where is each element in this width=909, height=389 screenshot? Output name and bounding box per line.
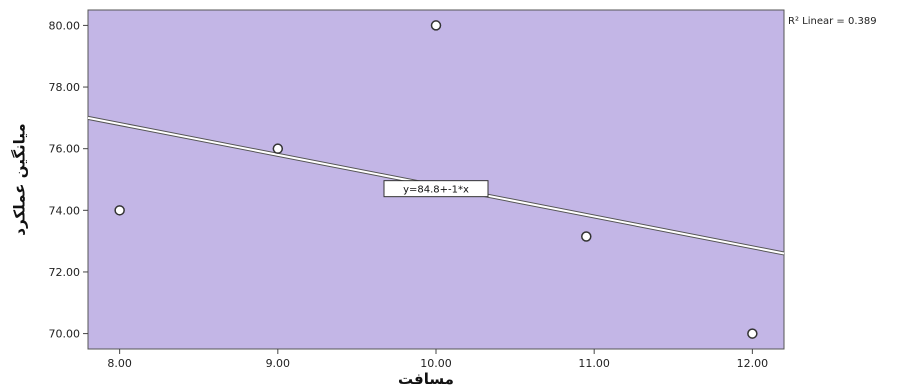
equation-label: y=84.8+-1*x [403, 185, 469, 196]
data-point [272, 143, 284, 154]
y-axis-title: میانگین عملکرد [11, 123, 29, 235]
equation-box-frame [383, 180, 489, 198]
data-point [114, 205, 125, 216]
data-point [430, 20, 442, 31]
x-tick-label: 8.00 [107, 357, 132, 370]
x-tick-label: 12.00 [737, 357, 769, 370]
plot-area [87, 9, 785, 350]
y-tick-label: 80.00 [49, 19, 81, 32]
y-tick-label: 76.00 [49, 143, 81, 156]
y-tick-label: 74.00 [49, 204, 81, 217]
x-axis-title: مسافت [398, 370, 454, 388]
data-points [114, 20, 758, 339]
r2-label: R² Linear = 0.389 [788, 16, 877, 27]
equation-box: y=84.8+-1*x [383, 180, 489, 198]
data-point [747, 328, 758, 339]
x-axis: 8.00 9.00 10.00 11.00 12.00 [107, 349, 768, 370]
x-tick-label: 9.00 [266, 357, 291, 370]
x-tick-label: 11.00 [578, 357, 610, 370]
x-tick-label: 10.00 [420, 357, 452, 370]
y-axis: 70.00 72.00 74.00 76.00 78.00 80.00 [49, 19, 88, 341]
y-tick-label: 70.00 [49, 328, 81, 341]
data-point [581, 231, 592, 242]
y-tick-label: 78.00 [49, 81, 81, 94]
y-tick-label: 72.00 [49, 266, 81, 279]
